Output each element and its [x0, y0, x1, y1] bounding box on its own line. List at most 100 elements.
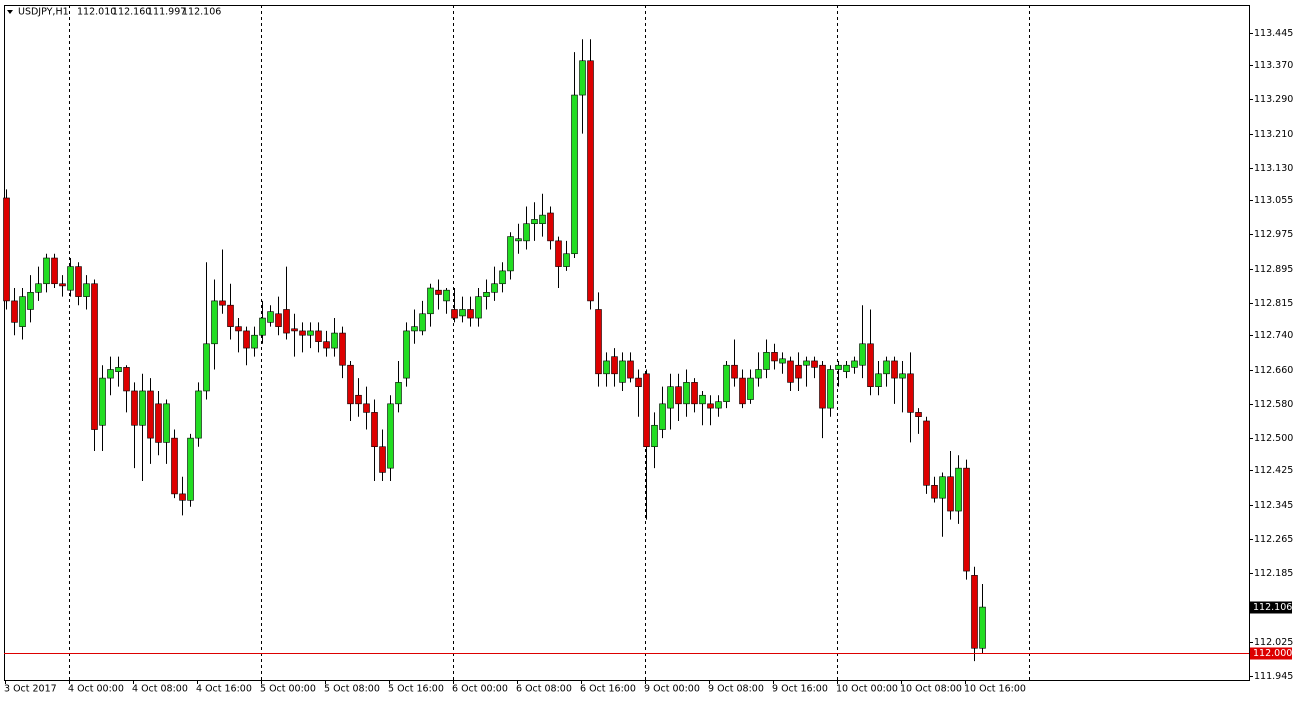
x-tick-label: 9 Oct 00:00 — [644, 684, 700, 695]
x-tick-label: 3 Oct 2017 — [4, 684, 57, 695]
candle-body — [803, 360, 810, 366]
candle-body — [899, 373, 906, 379]
candle-body — [211, 300, 218, 345]
candle-body — [979, 606, 986, 649]
candle-body — [67, 266, 74, 291]
candle-body — [651, 424, 658, 448]
candle-body — [91, 283, 98, 430]
candle-body — [643, 373, 650, 448]
candle-body — [323, 341, 330, 349]
candle-body — [787, 360, 794, 383]
candle-body — [491, 283, 498, 293]
candle-body — [19, 296, 26, 327]
y-tick-label: 113.370 — [1254, 60, 1293, 71]
candle-body — [299, 330, 306, 336]
day-separators — [69, 5, 1030, 680]
candle-body — [243, 330, 250, 349]
candle-body — [523, 223, 530, 242]
y-tick-label: 112.815 — [1254, 298, 1293, 309]
candle-body — [843, 364, 850, 372]
candle-body — [251, 334, 258, 349]
y-tick-label: 113.290 — [1254, 94, 1293, 105]
candle-body — [427, 287, 434, 315]
header-high: 112.160 — [112, 7, 151, 18]
y-tick-label: 112.740 — [1254, 330, 1293, 341]
candle-body — [579, 60, 586, 96]
candle-body — [235, 326, 242, 332]
last-price-box — [1250, 601, 1292, 614]
candle-body — [331, 332, 338, 349]
candle-body — [915, 412, 922, 417]
y-tick-label: 113.445 — [1254, 28, 1293, 39]
candle-body — [827, 369, 834, 409]
candle-body — [611, 356, 618, 375]
level-label-box — [1250, 647, 1292, 660]
candle-body — [227, 304, 234, 327]
candle-body — [955, 467, 962, 512]
candle-body — [347, 364, 354, 405]
candle-body — [107, 369, 114, 379]
candle-body — [355, 394, 362, 405]
candle-body — [27, 292, 34, 310]
last-price-label: 112.106 — [1253, 602, 1292, 613]
x-tick-label: 6 Oct 00:00 — [452, 684, 508, 695]
candle-body — [619, 360, 626, 383]
candle-body — [3, 197, 10, 302]
candle-body — [147, 390, 154, 439]
candle-body — [35, 283, 42, 293]
candle-body — [595, 309, 602, 375]
candle-body — [715, 401, 722, 409]
candle-body — [931, 485, 938, 499]
candle-body — [531, 219, 538, 225]
candle-body — [547, 212, 554, 242]
candle-body — [971, 575, 978, 649]
candle-body — [371, 412, 378, 448]
candle-body — [563, 253, 570, 267]
candle-body — [459, 309, 466, 317]
candle-body — [443, 289, 450, 302]
candle-body — [627, 360, 634, 379]
candle-body — [675, 386, 682, 405]
candle-body — [267, 311, 274, 323]
y-tick-label: 111.945 — [1254, 671, 1293, 682]
candle-body — [203, 343, 210, 392]
plot-frame — [4, 5, 1250, 681]
candle-body — [771, 352, 778, 362]
x-tick-label: 5 Oct 00:00 — [260, 684, 316, 695]
x-tick-label: 4 Oct 08:00 — [132, 684, 188, 695]
y-tick-label: 113.130 — [1254, 163, 1293, 174]
candle-body — [763, 352, 770, 370]
candle-body — [51, 257, 58, 285]
candle-body — [819, 364, 826, 409]
y-tick-label: 112.660 — [1254, 365, 1293, 376]
candle-body — [747, 377, 754, 400]
y-tick-label: 112.345 — [1254, 500, 1293, 511]
y-tick-label: 113.055 — [1254, 195, 1293, 206]
candle-body — [419, 313, 426, 332]
candle-body — [363, 403, 370, 413]
x-tick-label: 9 Oct 08:00 — [708, 684, 764, 695]
candle-body — [339, 332, 346, 366]
x-tick-label: 6 Oct 16:00 — [580, 684, 636, 695]
candle-body — [779, 358, 786, 364]
candle-body — [11, 300, 18, 323]
candle-body — [699, 394, 706, 405]
candle-body — [195, 390, 202, 439]
y-tick-label: 113.210 — [1254, 129, 1293, 140]
candle-body — [163, 403, 170, 443]
candle-body — [379, 446, 386, 473]
candle-body — [859, 343, 866, 366]
candle-body — [755, 369, 762, 379]
candle-body — [155, 403, 162, 443]
candle-body — [739, 377, 746, 405]
candle-body — [939, 476, 946, 499]
x-tick-label: 5 Oct 16:00 — [388, 684, 444, 695]
header-close: 112.106 — [182, 7, 221, 18]
candle-body — [59, 283, 66, 287]
candle-body — [315, 330, 322, 342]
candle-body — [947, 476, 954, 512]
candle-body — [467, 309, 474, 319]
candle-body — [179, 493, 186, 501]
candle-body — [387, 403, 394, 469]
